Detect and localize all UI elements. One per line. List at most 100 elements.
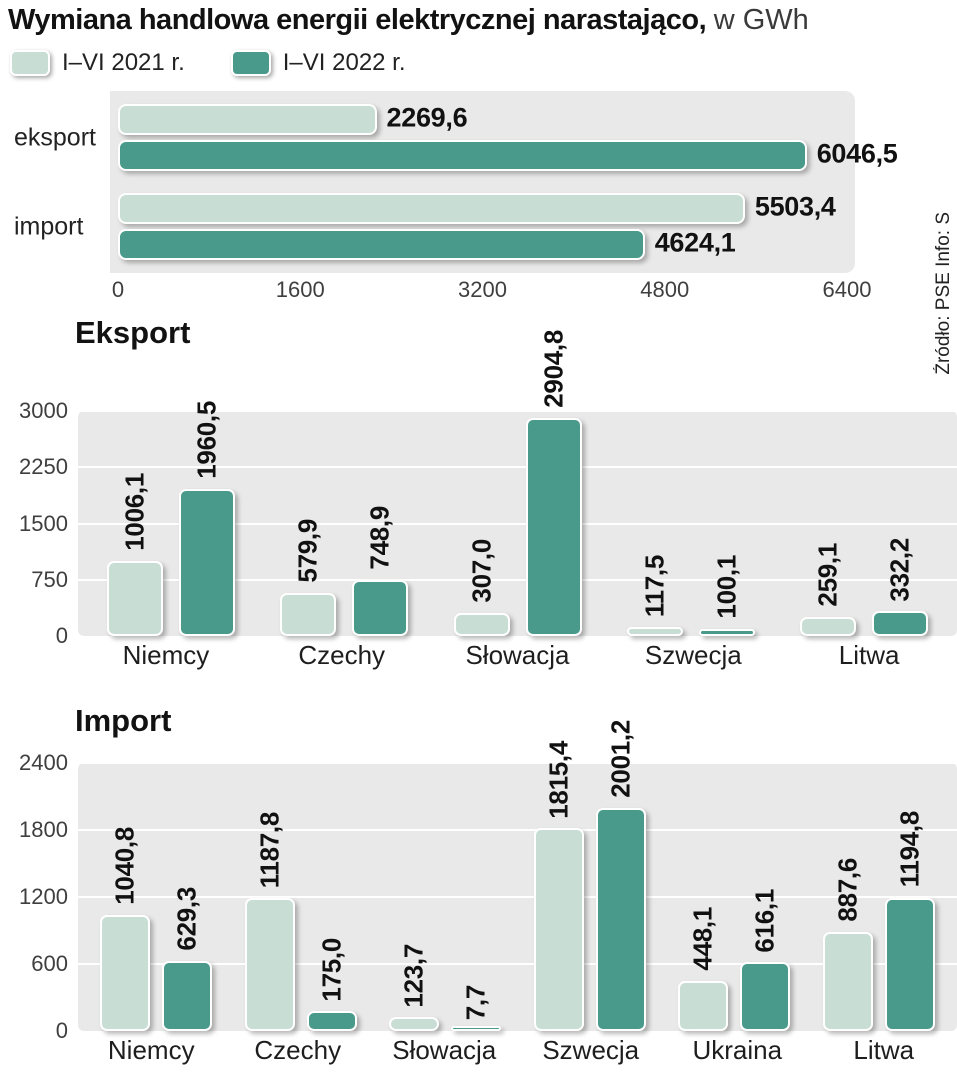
- bar-wrap: 332,2: [872, 411, 929, 636]
- value-label: 2001,2: [605, 719, 636, 798]
- axis-tick-label: 1600: [275, 277, 325, 302]
- category-label: Ukraina: [692, 1035, 783, 1065]
- bar: 5503,4: [118, 192, 836, 224]
- bar-wrap: 1194,8: [884, 763, 935, 1031]
- value-label: 259,1: [812, 543, 843, 607]
- bar: [740, 962, 791, 1031]
- chart-title: Import: [75, 703, 172, 738]
- gridline: [78, 829, 957, 831]
- bar-wrap: 1815,4: [533, 741, 584, 1031]
- value-label: 1960,5: [191, 401, 222, 479]
- page-title-text: Wymiana handlowa energii elektrycznej na…: [8, 4, 707, 36]
- value-label: 1006,1: [119, 472, 150, 551]
- bar: [822, 931, 873, 1031]
- x-labels: Niemcy Czechy Słowacja Szwecja Ukraina Litwa: [78, 1035, 957, 1066]
- value-label: 307,0: [466, 539, 497, 603]
- bar-wrap: 1006,1: [106, 411, 163, 636]
- value-label: 1040,8: [109, 827, 140, 905]
- legend-label: I–VI 2022 r.: [282, 49, 406, 76]
- bar-wrap: 748,9: [352, 411, 409, 636]
- value-label: 887,6: [832, 858, 863, 922]
- header: Wymiana handlowa energii elektrycznej na…: [0, 0, 957, 37]
- value-label: 629,3: [171, 887, 202, 951]
- value-label: 123,7: [398, 943, 429, 1008]
- bar-group: 1815,4 2001,2: [518, 720, 663, 1031]
- legend-label: I–VI 2021 r.: [62, 49, 185, 76]
- value-label: 332,2: [884, 537, 915, 602]
- bar: [244, 898, 295, 1031]
- bar-wrap: 1040,8: [100, 763, 151, 1031]
- bar-group: 1040,8 629,3: [84, 763, 229, 1031]
- bar: [800, 616, 857, 636]
- bar-group: 1006,1 1960,5: [84, 401, 257, 636]
- bar-wrap: 448,1: [678, 763, 729, 1031]
- bar: 6046,5: [118, 139, 898, 171]
- value-label: 579,9: [292, 518, 323, 583]
- bar-wrap: 1960,5: [178, 401, 235, 636]
- value-label: 448,1: [687, 907, 718, 971]
- bar-wrap: 117,5: [626, 411, 683, 636]
- bar: [872, 611, 929, 636]
- y-axis: 0 750 1500 2250 3000: [0, 398, 78, 648]
- legend-swatch: [230, 50, 271, 76]
- gridline: [78, 896, 957, 898]
- chart-body: 0 750 1500 2250 3000 1006,1 1960,5 579,9 748,9 3…: [0, 330, 957, 648]
- summary-axis: 0 1600 3200 4800 6400: [112, 273, 872, 302]
- value-label: 748,9: [364, 506, 395, 570]
- page-title: Wymiana handlowa energii elektrycznej na…: [8, 4, 949, 37]
- summary-plot: eksport 2269,6 6046,5 import 5503,4 4624,1: [14, 91, 898, 273]
- gridline: [78, 522, 957, 525]
- bar-wrap: 629,3: [162, 763, 213, 1031]
- bar-group: 117,5 100,1: [604, 411, 777, 636]
- bar: [451, 1026, 502, 1031]
- bar-group: 259,1 332,2: [778, 411, 951, 636]
- legend-swatch: [10, 50, 50, 76]
- axis-tick-label: 0: [111, 277, 125, 302]
- value-label: 1194,8: [894, 811, 925, 888]
- import-chart: Import 0 600 1200 1800 2400 1040,8 629,3 1187,…: [0, 703, 957, 1066]
- category-label: Słowacja: [392, 1035, 497, 1065]
- bar: [884, 897, 935, 1031]
- value-label: 4624,1: [654, 227, 736, 258]
- gridline: [78, 762, 957, 764]
- bar: [626, 627, 683, 636]
- bar: 4624,1: [118, 228, 736, 260]
- chart-title: Eksport: [75, 315, 191, 350]
- value-label: 2269,6: [386, 102, 468, 133]
- category-label: Niemcy: [107, 1035, 195, 1065]
- bar-wrap: 579,9: [280, 411, 337, 636]
- value-label: 7,7: [460, 984, 491, 1021]
- plot-area: 1006,1 1960,5 579,9 748,9 307,0 2904,8 117,5 10…: [78, 330, 957, 636]
- axis-tick-label: 750: [31, 566, 68, 592]
- bar-wrap: 887,6: [822, 763, 873, 1031]
- bar: [678, 980, 729, 1031]
- value-label: 2904,8: [538, 330, 569, 409]
- row-label: eksport: [14, 123, 96, 151]
- bar: [306, 1011, 357, 1031]
- gridline: [78, 963, 957, 965]
- bar: [106, 560, 163, 636]
- bar: [100, 914, 151, 1031]
- category-label: Słowacja: [465, 640, 570, 670]
- value-label: 117,5: [639, 555, 670, 618]
- axis-tick-label: 600: [31, 951, 68, 976]
- legend: I–VI 2021 r. I–VI 2022 r.: [0, 37, 957, 77]
- value-label: 175,0: [316, 937, 347, 1002]
- bar: [595, 807, 646, 1031]
- value-label: 6046,5: [816, 138, 898, 169]
- y-axis: 0 600 1200 1800 2400: [0, 750, 78, 1043]
- bar-wrap: 2001,2: [595, 720, 646, 1031]
- value-label: 5503,4: [754, 191, 836, 222]
- category-label: Niemcy: [122, 640, 210, 670]
- bar-wrap: 123,7: [389, 763, 440, 1031]
- axis-tick-label: 1200: [19, 884, 68, 909]
- axis-tick-label: 0: [55, 623, 68, 648]
- eksport-chart: Eksport 0 750 1500 2250 3000 1006,1 1960,5 579…: [0, 315, 957, 671]
- category-label: Czechy: [298, 640, 386, 670]
- gridline: [78, 578, 957, 581]
- bar: [453, 612, 510, 636]
- bar-wrap: 259,1: [800, 411, 857, 636]
- bar: [280, 592, 337, 636]
- bar-wrap: 1187,8: [244, 763, 295, 1031]
- value-label: 1187,8: [254, 812, 285, 889]
